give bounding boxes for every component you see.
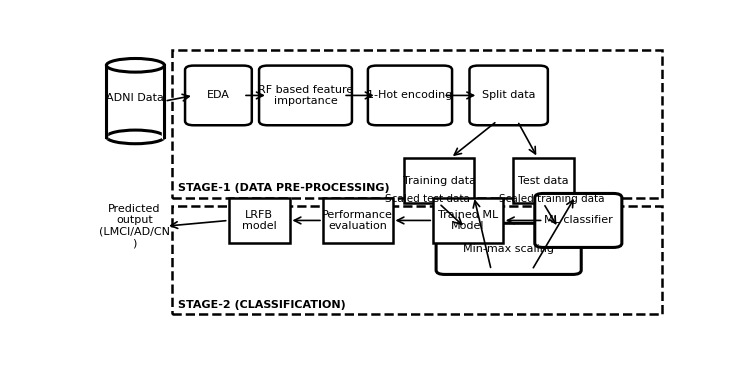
Text: 1-Hot encoding: 1-Hot encoding: [367, 90, 452, 100]
Text: ADNI Data: ADNI Data: [106, 93, 164, 103]
FancyBboxPatch shape: [436, 223, 581, 275]
FancyBboxPatch shape: [470, 66, 548, 125]
Text: Predicted
output
(LMCI/AD/CN
): Predicted output (LMCI/AD/CN ): [99, 204, 170, 249]
Bar: [513, 158, 574, 203]
FancyBboxPatch shape: [185, 66, 252, 125]
Bar: [172, 206, 662, 314]
Text: LRFB
model: LRFB model: [242, 210, 276, 231]
Bar: [106, 65, 165, 137]
Text: Split data: Split data: [482, 90, 536, 100]
Bar: [404, 158, 474, 203]
Text: Min-max scaling: Min-max scaling: [463, 244, 554, 254]
FancyBboxPatch shape: [368, 66, 452, 125]
Text: Performance
evaluation: Performance evaluation: [322, 210, 393, 231]
Ellipse shape: [106, 58, 165, 72]
Text: ML classifier: ML classifier: [544, 215, 613, 225]
Text: Test data: Test data: [518, 176, 568, 186]
Bar: [172, 50, 662, 198]
Text: Trained ML
Model: Trained ML Model: [438, 210, 498, 231]
Text: EDA: EDA: [207, 90, 230, 100]
Text: STAGE-2 (CLASSIFICATION): STAGE-2 (CLASSIFICATION): [178, 300, 345, 310]
Bar: [323, 198, 392, 243]
FancyBboxPatch shape: [259, 66, 352, 125]
Bar: [433, 198, 503, 243]
Text: Scaled training data: Scaled training data: [500, 194, 605, 204]
FancyBboxPatch shape: [535, 193, 622, 248]
Bar: [228, 198, 290, 243]
Text: STAGE-1 (DATA PRE-PROCESSING): STAGE-1 (DATA PRE-PROCESSING): [178, 183, 389, 193]
Text: Training data: Training data: [402, 176, 476, 186]
Text: RF based feature
importance: RF based feature importance: [258, 85, 353, 106]
Ellipse shape: [106, 130, 165, 144]
Text: Scaled test data: Scaled test data: [385, 194, 470, 204]
